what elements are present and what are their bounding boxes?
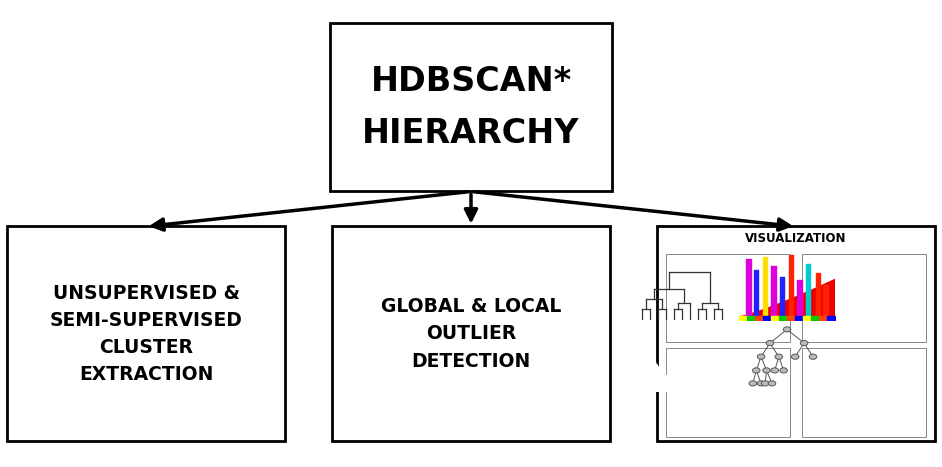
Ellipse shape <box>801 340 808 346</box>
Bar <box>667 348 790 437</box>
Ellipse shape <box>783 327 790 332</box>
Polygon shape <box>634 349 730 392</box>
Ellipse shape <box>791 354 799 359</box>
Polygon shape <box>739 279 835 319</box>
Text: HDBSCAN*: HDBSCAN* <box>370 65 572 98</box>
Bar <box>802 254 925 342</box>
Ellipse shape <box>763 368 771 373</box>
Ellipse shape <box>766 340 773 346</box>
Bar <box>802 348 925 437</box>
Ellipse shape <box>749 381 756 386</box>
Ellipse shape <box>757 381 765 386</box>
Ellipse shape <box>771 368 778 373</box>
Bar <box>332 226 610 441</box>
Ellipse shape <box>753 368 760 373</box>
Text: UNSUPERVISED &
SEMI-SUPERVISED
CLUSTER
EXTRACTION: UNSUPERVISED & SEMI-SUPERVISED CLUSTER E… <box>50 283 242 384</box>
Bar <box>657 226 934 441</box>
Text: GLOBAL & LOCAL
OUTLIER
DETECTION: GLOBAL & LOCAL OUTLIER DETECTION <box>381 297 561 371</box>
Bar <box>330 23 612 191</box>
Text: HIERARCHY: HIERARCHY <box>363 117 579 149</box>
Bar <box>8 226 284 441</box>
Ellipse shape <box>809 354 817 359</box>
Ellipse shape <box>769 381 776 386</box>
Ellipse shape <box>761 381 769 386</box>
Text: VISUALIZATION: VISUALIZATION <box>745 232 847 245</box>
Ellipse shape <box>775 354 783 359</box>
Ellipse shape <box>780 368 788 373</box>
Bar <box>667 254 790 342</box>
Ellipse shape <box>757 354 765 359</box>
